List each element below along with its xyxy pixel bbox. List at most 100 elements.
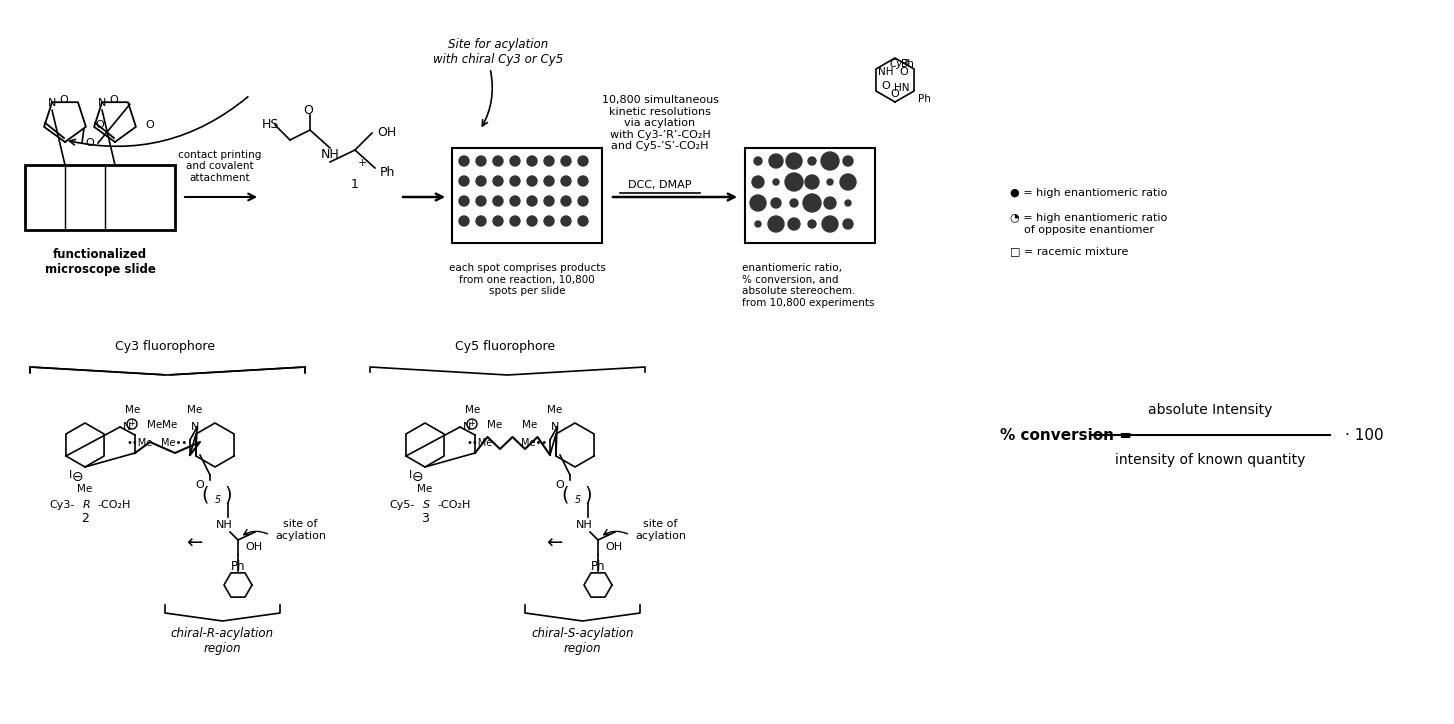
Circle shape	[579, 156, 587, 166]
Text: Site for acylation
with chiral Cy3 or Cy5: Site for acylation with chiral Cy3 or Cy…	[433, 38, 563, 66]
Text: O: O	[109, 95, 118, 105]
Text: N: N	[48, 98, 57, 108]
Text: functionalized
microscope slide: functionalized microscope slide	[45, 248, 156, 276]
Text: O: O	[555, 480, 564, 490]
Text: O: O	[891, 89, 900, 99]
Text: Cy3-: Cy3-	[49, 500, 76, 510]
Text: · 100: · 100	[1345, 427, 1384, 442]
Circle shape	[752, 176, 763, 188]
Circle shape	[774, 179, 779, 185]
Text: NH: NH	[878, 67, 894, 77]
Circle shape	[475, 176, 486, 186]
Text: intensity of known quantity: intensity of known quantity	[1115, 453, 1306, 467]
Bar	[452, 148, 602, 243]
Circle shape	[475, 196, 486, 206]
Text: ): )	[224, 486, 231, 505]
Circle shape	[526, 196, 537, 206]
Text: 5: 5	[215, 495, 221, 505]
Text: each spot comprises products
from one reaction, 10,800
spots per slide: each spot comprises products from one re…	[449, 263, 605, 296]
Circle shape	[579, 216, 587, 226]
Circle shape	[510, 196, 521, 206]
Text: Ph: Ph	[379, 166, 395, 179]
Text: N: N	[122, 422, 131, 432]
Circle shape	[771, 198, 781, 208]
Text: +: +	[128, 419, 135, 429]
Circle shape	[755, 221, 760, 227]
Circle shape	[561, 176, 571, 186]
Text: % conversion =: % conversion =	[1000, 427, 1133, 442]
Text: 2: 2	[81, 513, 89, 526]
Circle shape	[493, 176, 503, 186]
Text: ←: ←	[186, 534, 202, 552]
Circle shape	[808, 157, 816, 165]
Circle shape	[827, 179, 833, 185]
Circle shape	[843, 219, 853, 229]
Text: ••Me: ••Me	[467, 438, 493, 448]
Text: Cy5 fluorophore: Cy5 fluorophore	[455, 340, 555, 353]
Text: N: N	[462, 422, 471, 432]
Circle shape	[561, 196, 571, 206]
Text: Cy3 fluorophore: Cy3 fluorophore	[115, 340, 215, 353]
Circle shape	[493, 196, 503, 206]
Circle shape	[493, 156, 503, 166]
Text: HN: HN	[894, 83, 910, 93]
Text: absolute Intensity: absolute Intensity	[1147, 403, 1272, 417]
Circle shape	[808, 220, 816, 228]
Text: -CO₂H: -CO₂H	[438, 500, 471, 510]
Text: OH: OH	[377, 125, 397, 138]
Text: Ph: Ph	[900, 59, 913, 69]
Text: 10,800 simultaneous
kinetic resolutions
via acylation
with Cy3-’R’-CO₂H
and Cy5-: 10,800 simultaneous kinetic resolutions …	[602, 95, 718, 151]
Circle shape	[579, 196, 587, 206]
Circle shape	[840, 174, 856, 190]
Text: DCC, DMAP: DCC, DMAP	[628, 180, 692, 190]
Text: S: S	[423, 500, 430, 510]
Circle shape	[526, 216, 537, 226]
Text: N: N	[551, 422, 560, 432]
Text: 5: 5	[574, 495, 582, 505]
Text: site of
acylation: site of acylation	[275, 519, 326, 541]
Text: contact printing
and covalent
attachment: contact printing and covalent attachment	[179, 150, 262, 183]
Text: Me: Me	[188, 405, 202, 415]
Circle shape	[526, 156, 537, 166]
Circle shape	[493, 216, 503, 226]
Text: site of
acylation: site of acylation	[635, 519, 686, 541]
Text: OH: OH	[605, 542, 622, 552]
Circle shape	[526, 176, 537, 186]
Circle shape	[579, 176, 587, 186]
Text: Me: Me	[522, 420, 537, 430]
Text: enantiomeric ratio,
% conversion, and
absolute stereochem.
from 10,800 experimen: enantiomeric ratio, % conversion, and ab…	[742, 263, 874, 308]
Circle shape	[822, 216, 838, 232]
Bar	[25, 165, 174, 230]
Text: 3: 3	[422, 513, 429, 526]
Circle shape	[510, 156, 521, 166]
Circle shape	[459, 196, 470, 206]
Text: R: R	[83, 500, 90, 510]
Text: Cy3: Cy3	[890, 59, 910, 69]
Circle shape	[459, 156, 470, 166]
Bar	[744, 148, 875, 243]
Text: O: O	[196, 480, 205, 490]
Text: ⊖: ⊖	[73, 470, 84, 484]
Text: ◔ = high enantiomeric ratio
    of opposite enantiomer: ◔ = high enantiomeric ratio of opposite …	[1011, 213, 1168, 235]
Text: 1: 1	[350, 179, 359, 192]
Text: Cy5-: Cy5-	[390, 500, 414, 510]
Circle shape	[750, 195, 766, 211]
Text: (: (	[201, 486, 209, 505]
Circle shape	[510, 216, 521, 226]
Text: Ph: Ph	[917, 94, 931, 104]
Circle shape	[845, 200, 851, 206]
Text: +: +	[468, 419, 475, 429]
Circle shape	[561, 216, 571, 226]
Text: N: N	[97, 98, 106, 108]
Text: O: O	[60, 95, 68, 105]
Text: Me: Me	[487, 420, 502, 430]
Text: +: +	[358, 158, 366, 168]
Text: -CO₂H: -CO₂H	[97, 500, 131, 510]
Text: ): )	[585, 486, 592, 505]
Circle shape	[561, 156, 571, 166]
Text: □ = racemic mixture: □ = racemic mixture	[1011, 246, 1128, 256]
Text: Ph: Ph	[231, 560, 246, 573]
Circle shape	[785, 173, 803, 191]
Text: ←: ←	[545, 534, 563, 552]
Text: Me: Me	[465, 405, 481, 415]
